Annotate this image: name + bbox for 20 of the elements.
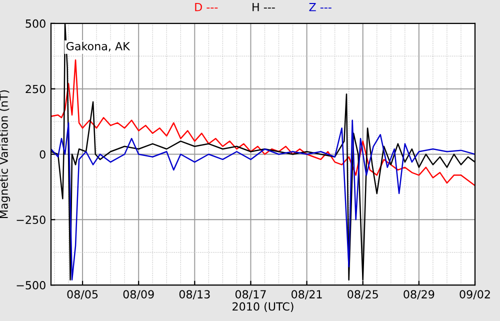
x-tick-label: 08/05	[67, 290, 98, 300]
y-tick-label: 250	[26, 84, 46, 94]
annotation: Gakona, AK	[66, 42, 130, 52]
x-axis-title: 2010 (UTC)	[232, 302, 294, 312]
x-tick-label: 08/25	[348, 290, 378, 300]
y-tick-label: 0	[40, 150, 46, 159]
line-series	[51, 59, 475, 186]
y-tick-label: 500	[26, 19, 46, 28]
text: Z ---	[309, 3, 332, 12]
y-tick-label: −250	[16, 216, 46, 224]
x-tick-label: 08/09	[123, 290, 154, 300]
x-tick-label: 08/13	[179, 290, 210, 300]
text: D ---	[195, 3, 218, 12]
line-series	[51, 120, 475, 280]
x-tick-label: 09/02	[460, 290, 490, 300]
x-tick-label: 08/17	[235, 290, 266, 300]
x-tick-label: 08/21	[292, 290, 322, 300]
y-tick-label: −500	[16, 281, 46, 290]
x-tick-label: 08/29	[404, 290, 434, 300]
text: H ---	[252, 3, 275, 12]
